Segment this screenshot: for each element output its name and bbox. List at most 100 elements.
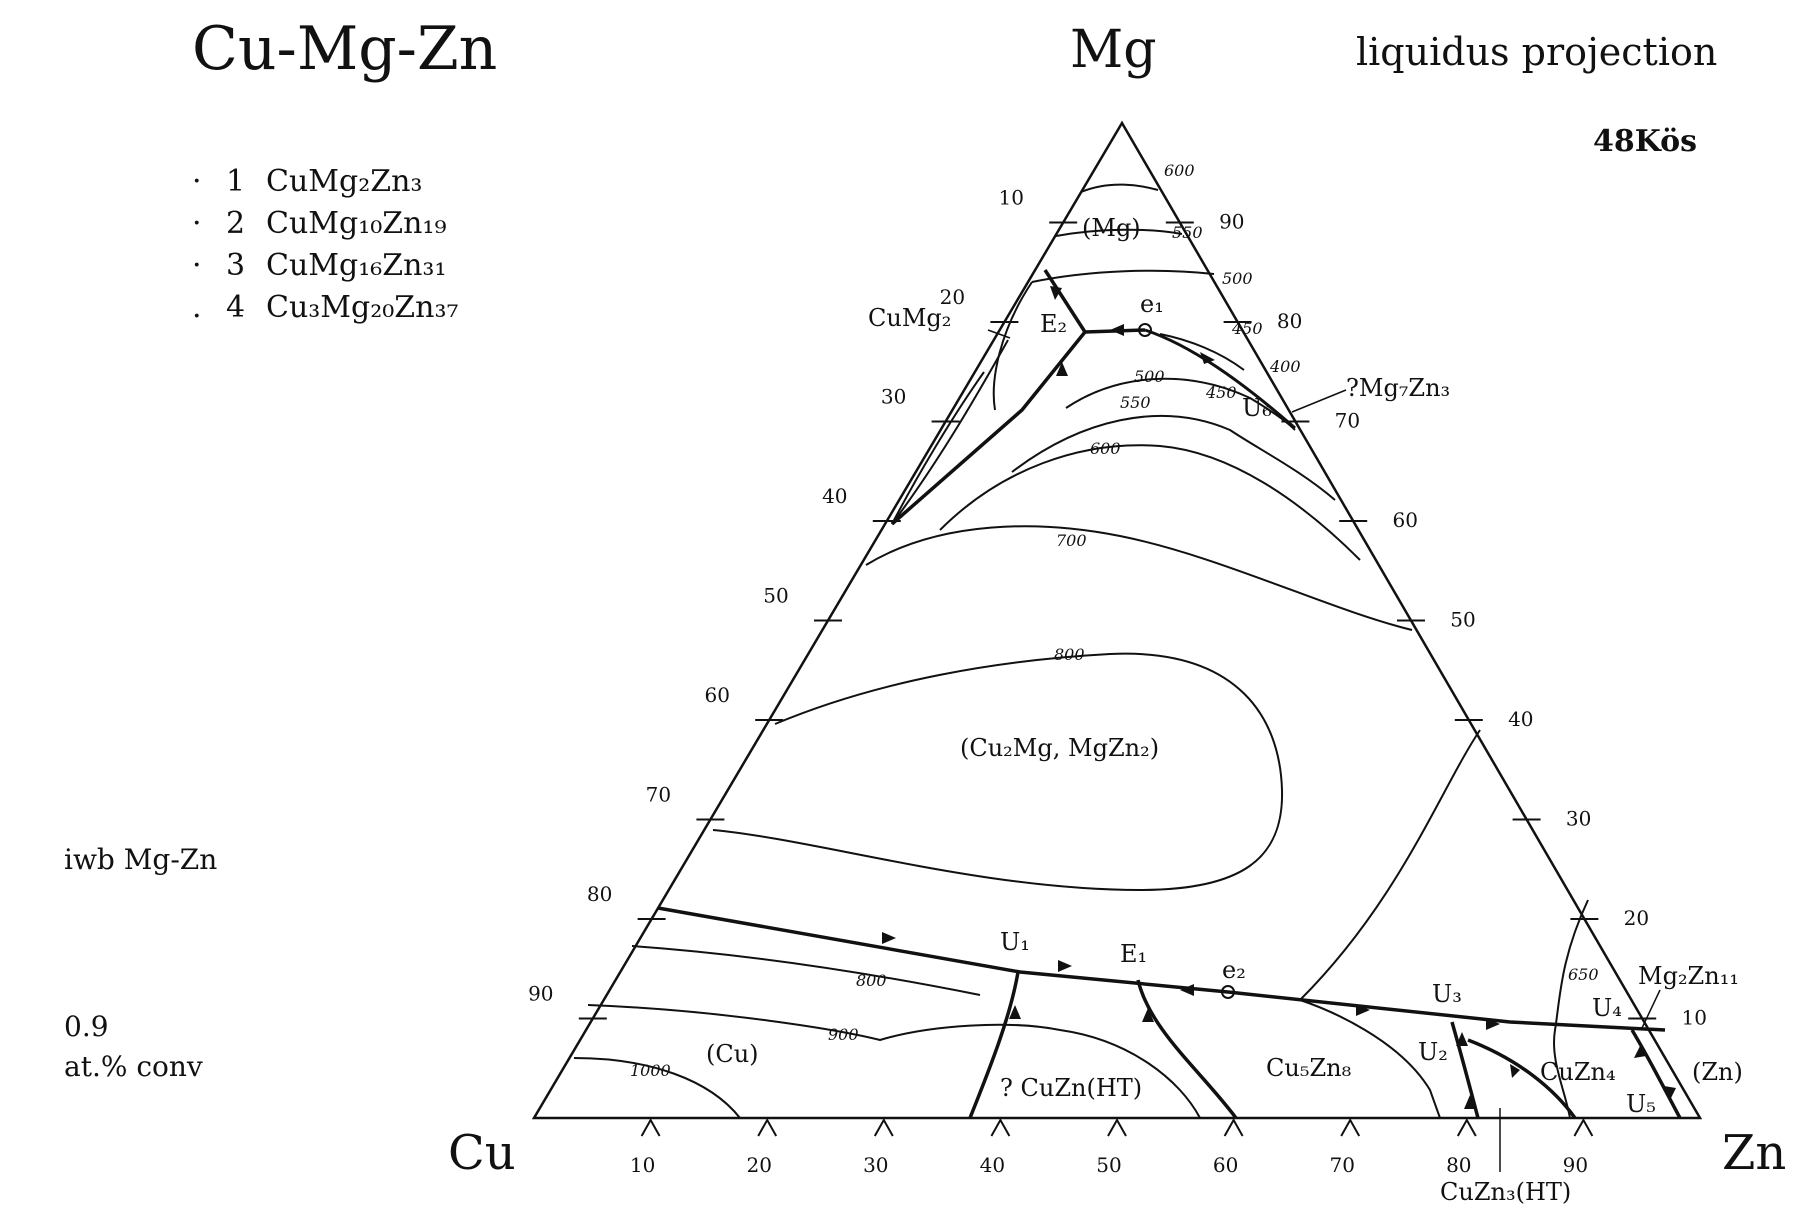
leader-line-mg2zn11 [1641,989,1661,1029]
invariant-label-u2: U₂ [1418,1038,1448,1066]
arrow-marker [1664,1086,1676,1100]
isotherm-cu-left-a [992,281,1033,411]
invariant-point-e1 [1138,323,1152,337]
phase-field-zn: (Zn) [1692,1058,1743,1086]
bottom-axis-tick-label: 70 [1329,1153,1354,1177]
invariant-label-u6: U₆ [1242,394,1272,422]
bottom-axis-tick-label: 50 [1096,1153,1121,1177]
bottom-axis-tick-label: 80 [1446,1153,1471,1177]
isotherm-700-right [1298,729,1481,1119]
compound-number: 3 [226,248,246,283]
projection-label: liquidus projection [1356,30,1718,74]
bottom-axis-tick [1456,1117,1477,1137]
arrow-marker [1050,286,1062,300]
phase-label-cuzn4: CuZn₄ [1540,1058,1616,1086]
compound-formula: CuMg₁₆Zn₃₁ [266,248,447,283]
isotherm-label: 450 [1205,383,1237,402]
leader-line-cumg2 [987,329,1011,339]
phase-label-mg2zn11: Mg₂Zn₁₁ [1638,962,1739,990]
arrow-marker [1058,960,1072,972]
compound-formula: CuMg₁₀Zn₁₉ [266,206,447,241]
isotherm-label: 550 [1120,393,1151,412]
isotherm-label: 600 [1164,161,1195,180]
isotherm-label: 800 [1054,645,1085,664]
compound-marker: · [192,248,202,283]
isotherm-label: 700 [1056,531,1087,550]
compound-number: 4 [226,290,246,325]
left-axis-tick-label: 30 [881,385,906,409]
monovariant-e1-u6 [1144,328,1296,430]
arrow-marker [1456,1032,1468,1046]
isotherm-500-mid [1065,377,1296,431]
invariant-label-u4: U₄ [1592,994,1622,1022]
bottom-axis-tick [640,1117,661,1137]
arrow-marker [1510,1064,1520,1078]
monovariant-u2-u5 [1467,1038,1577,1120]
diagram-title: Cu-Mg-Zn [192,14,498,84]
left-axis-tick-label: 60 [704,683,729,707]
bottom-axis-tick [1107,1117,1127,1137]
bottom-axis-tick-label: 90 [1563,1153,1588,1177]
invariant-label-u1: U₁ [1000,928,1030,956]
bottom-axis-tick [1223,1117,1244,1137]
compound-list-item: · 2 CuMg₁₀Zn₁₉ [192,206,446,241]
left-axis-tick-label: 20 [940,285,965,309]
left-axis-tick-label: 80 [587,882,612,906]
invariant-point-e2 [1221,985,1235,999]
monovariant-e1 [1136,979,1238,1120]
left-axis-tick-label: 10 [998,186,1023,210]
arrow-marker [1180,984,1194,996]
bottom-axis-tick-label: 60 [1213,1153,1238,1177]
right-axis-tick-label: 20 [1624,906,1649,930]
arrow-marker [882,932,896,944]
leader-line-mg7zn3 [1291,389,1347,413]
source-note: iwb Mg-Zn [64,843,218,876]
right-axis-tick-label: 70 [1335,409,1360,433]
right-axis-tick-label: 10 [1681,1006,1706,1030]
arrow-marker [1142,1008,1154,1022]
invariant-label-u3: U₃ [1432,980,1462,1008]
isotherm-label: 550 [1172,223,1203,242]
isotherm-label: 800 [856,971,887,990]
compound-marker: · [192,164,202,199]
monovariant-u1 [968,971,1020,1119]
right-axis-tick-label: 60 [1392,508,1417,532]
right-axis-tick-label: 30 [1566,807,1591,831]
arrow-marker [1110,324,1124,336]
monovariant-u4 [1630,1029,1682,1119]
bottom-axis-tick-label: 30 [863,1153,888,1177]
phase-label-cuzn-ht: ? CuZn(HT) [1000,1074,1142,1102]
arrow-marker [1356,1004,1370,1016]
isotherm-label: 900 [828,1025,859,1044]
conversion-label: at.% conv [64,1050,203,1083]
tick-label-group: 10 20 30 40 50 60 70 80 90 10 20 30 40 50 60 70 80 90 90 80… [528,186,1707,1178]
arrow-marker [1634,1046,1646,1058]
arrow-marker [1464,1095,1476,1109]
compound-list-item: . 4 Cu₃Mg₂₀Zn₃₇ [192,290,459,325]
phase-label-cumg2: CuMg₂ [868,304,951,332]
compound-formula: Cu₃Mg₂₀Zn₃₇ [266,290,459,325]
phase-label-cu5zn8: Cu₅Zn₈ [1266,1054,1351,1082]
right-axis-tick-label: 40 [1508,707,1533,731]
phase-label-mg7zn3: ?Mg₇Zn₃ [1346,374,1450,402]
arrow-marker [1486,1018,1500,1030]
isotherm-label: 1000 [630,1061,671,1080]
arrow-marker [1200,352,1215,364]
invariant-label-e2: E₂ [1040,310,1067,338]
boundary-cumg2 [891,339,1009,525]
isotherm-label: 450 [1231,319,1263,338]
invariant-label-e1-low: E₁ [1120,940,1147,968]
phase-field-mg: (Mg) [1082,214,1141,242]
phase-field-laves: (Cu₂Mg, MgZn₂) [960,734,1159,762]
isotherm-550-top [1055,228,1183,237]
isotherm-cu-left-b [891,371,985,525]
left-axis-tick-label: 90 [528,982,553,1006]
isotherm-label: 600 [1090,439,1121,458]
invariant-label-u5: U₅ [1626,1090,1656,1118]
right-axis-tick-label: 90 [1219,210,1244,234]
invariant-label-e2-low: e₂ [1222,956,1246,984]
isotherm-600-mid [939,444,1361,561]
left-axis-tick-label: 40 [822,484,847,508]
compound-list-item: · 3 CuMg₁₆Zn₃₁ [192,248,446,283]
